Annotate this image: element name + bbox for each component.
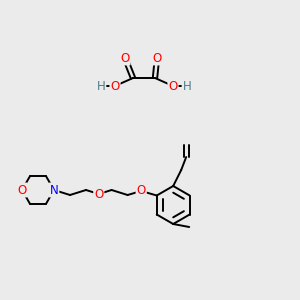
Text: H: H — [97, 80, 105, 92]
Text: O: O — [152, 52, 162, 64]
Text: O: O — [168, 80, 178, 92]
Text: O: O — [120, 52, 130, 64]
Text: H: H — [183, 80, 191, 92]
Text: N: N — [50, 184, 58, 196]
Text: O: O — [110, 80, 120, 92]
Text: O: O — [17, 184, 27, 196]
Text: O: O — [136, 184, 146, 197]
Text: O: O — [94, 188, 104, 200]
